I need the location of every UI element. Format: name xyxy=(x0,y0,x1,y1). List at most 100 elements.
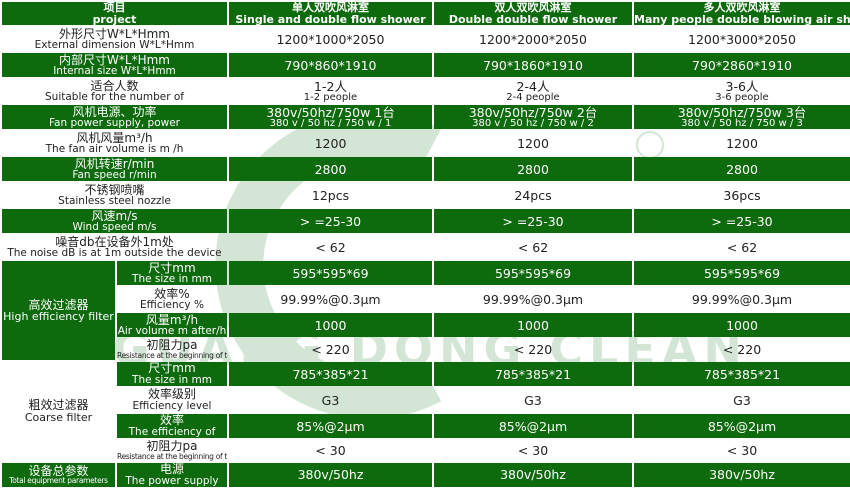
label-en: Air volume m after/h xyxy=(117,325,227,338)
value-cell: 1000 xyxy=(229,313,432,338)
header-model-2: 双人双吹风淋室 Double double flow shower xyxy=(434,2,632,26)
group-label-en: Total equipment parameters xyxy=(9,476,108,486)
value-main: 1000 xyxy=(726,317,758,333)
value-main: < 62 xyxy=(517,239,549,255)
value-main: 2800 xyxy=(726,161,758,177)
value-cell: 99.99%@0.3μm xyxy=(434,287,632,311)
value-cell: > =25-30 xyxy=(229,209,432,234)
label-cn: 不锈钢喷嘴 xyxy=(84,183,145,197)
sub-row-label: 风量m³/h Air volume m after/h xyxy=(117,313,227,338)
value-main: 99.99%@0.3μm xyxy=(482,291,584,307)
value-cell: 2800 xyxy=(229,157,432,182)
value-main: 1-2人 xyxy=(314,79,347,94)
value-main: 1200*1000*2050 xyxy=(276,31,385,47)
value-main: 2-4人 xyxy=(516,79,550,94)
value-main: 790*860*1910 xyxy=(284,57,377,73)
value-cell: 2-4人 2-4 people xyxy=(434,79,632,103)
value-cell: < 30 xyxy=(434,440,632,461)
value-main: > =25-30 xyxy=(711,213,773,229)
table-row: 内部尺寸W*L*Hmm Internal size W*L*Hmm 790*860*… xyxy=(2,53,850,78)
value-cell: 1200*1000*2050 xyxy=(229,27,432,51)
value-sub: 3-6 people xyxy=(715,91,769,103)
value-cell: 790*1860*1910 xyxy=(434,53,632,78)
label-en: Wind speed m/s xyxy=(72,221,157,234)
value-cell: 785*385*21 xyxy=(229,362,432,387)
row-label: 风机风量m³/h The fan air volume is m /h xyxy=(2,131,227,155)
value-main: 790*2860*1910 xyxy=(692,57,792,73)
header-model-1: 单人双吹风淋室 Single and double flow shower xyxy=(229,2,432,26)
table-row: 风速m/s Wind speed m/s > =25-30 > =25-30 > =25… xyxy=(2,209,850,234)
label-cn: 噪音db在设备外1m处 xyxy=(55,235,174,249)
value-cell: < 30 xyxy=(229,440,432,461)
value-sub: 380 v / 50 hz / 750 w / 1 xyxy=(269,117,392,129)
value-main: 3-6人 xyxy=(725,79,759,94)
label-cn: 尺寸mm xyxy=(148,261,196,275)
label-cn: 风机转速r/min xyxy=(74,157,155,171)
label-cn: 风机风量m³/h xyxy=(76,131,153,145)
value-main: 85%@2μm xyxy=(498,418,568,434)
table-row: 风机风量m³/h The fan air volume is m /h 1200 12… xyxy=(2,131,850,155)
value-cell: 1200*2000*2050 xyxy=(434,27,632,51)
value-main: 380v/50hz/750w 3台 xyxy=(677,105,807,120)
value-main: 1200*3000*2050 xyxy=(688,31,796,47)
value-main: 380v/50hz xyxy=(297,467,364,483)
value-cell: 85%@2μm xyxy=(229,414,432,439)
group-label: 设备总参数 Total equipment parameters xyxy=(2,462,115,487)
label-cn: 尺寸mm xyxy=(148,362,196,376)
value-main: > =25-30 xyxy=(502,213,564,229)
value-cell: 1200 xyxy=(634,131,850,155)
label-en: Fan speed r/min xyxy=(72,169,157,182)
value-main: G3 xyxy=(524,392,542,408)
value-main: 99.99%@0.3μm xyxy=(691,291,793,307)
value-cell: > =25-30 xyxy=(434,209,632,234)
value-main: < 220 xyxy=(722,342,762,358)
value-main: 595*595*69 xyxy=(703,265,781,281)
label-cn: 初阻力pa xyxy=(146,440,198,454)
value-main: < 30 xyxy=(315,442,346,458)
value-main: < 62 xyxy=(315,239,346,255)
label-cn: 电源 xyxy=(159,462,184,477)
value-main: 785*385*21 xyxy=(292,366,369,382)
value-cell: 1200*3000*2050 xyxy=(634,27,850,51)
value-cell: < 62 xyxy=(229,235,432,259)
group-label: 高效过滤器 High efficiency filter xyxy=(2,261,115,361)
table-row: 适合人数 Suitable for the number of 1-2人 1-2 pe… xyxy=(2,79,850,103)
value-cell: 595*595*69 xyxy=(229,261,432,286)
sub-row-label: 电源 The power supply xyxy=(117,462,227,487)
value-cell: 85%@2μm xyxy=(634,414,850,439)
table-row: 高效过滤器 High efficiency filter 尺寸mm The size … xyxy=(2,261,850,361)
label-cn: 适合人数 xyxy=(90,79,139,93)
value-cell: 2800 xyxy=(434,157,632,182)
value-sub: 1-2 people xyxy=(303,91,358,103)
value-main: 24pcs xyxy=(514,187,552,203)
label-en: Resistance at the beginning of the pa xyxy=(117,351,227,361)
value-main: 380v/50hz/750w 2台 xyxy=(468,105,598,120)
table-row: 风机电源、功率 Fan power supply, power 380v/50hz/… xyxy=(2,105,850,130)
header-cn: 单人双吹风淋室 xyxy=(292,2,369,15)
value-main: 12pcs xyxy=(311,187,350,203)
value-sub: 380 v / 50 hz / 750 w / 2 xyxy=(472,117,594,129)
sub-row-label: 效率% Efficiency % xyxy=(117,287,227,311)
value-cell: 24pcs xyxy=(434,183,632,207)
value-main: 85%@2μm xyxy=(707,418,777,434)
sub-row-label: 尺寸mm The size in mm xyxy=(117,261,227,286)
label-en: Fan power supply, power xyxy=(48,117,180,130)
value-main: 1000 xyxy=(517,317,549,333)
value-cell: 2800 xyxy=(634,157,850,182)
label-en: The power supply xyxy=(125,474,219,487)
label-en: Suitable for the number of xyxy=(45,91,184,104)
value-main: 1200 xyxy=(314,135,347,151)
value-cell: G3 xyxy=(634,388,850,412)
table-row: 不锈钢喷嘴 Stainless steel nozzle 12pcs 24pcs 36p… xyxy=(2,183,850,207)
row-label: 外形尺寸W*L*Hmm External dimension W*L*Hmm xyxy=(2,27,227,51)
label-en: External dimension W*L*Hmm xyxy=(34,39,195,52)
value-main: 785*385*21 xyxy=(494,366,572,382)
value-main: 1200 xyxy=(517,135,549,151)
value-sub: 380 v / 50 hz / 750 w / 3 xyxy=(681,117,803,129)
sub-row-label: 效率 The efficiency of xyxy=(117,414,227,439)
value-main: < 220 xyxy=(311,342,350,358)
label-en: Internal size W*L*Hmm xyxy=(53,65,176,78)
